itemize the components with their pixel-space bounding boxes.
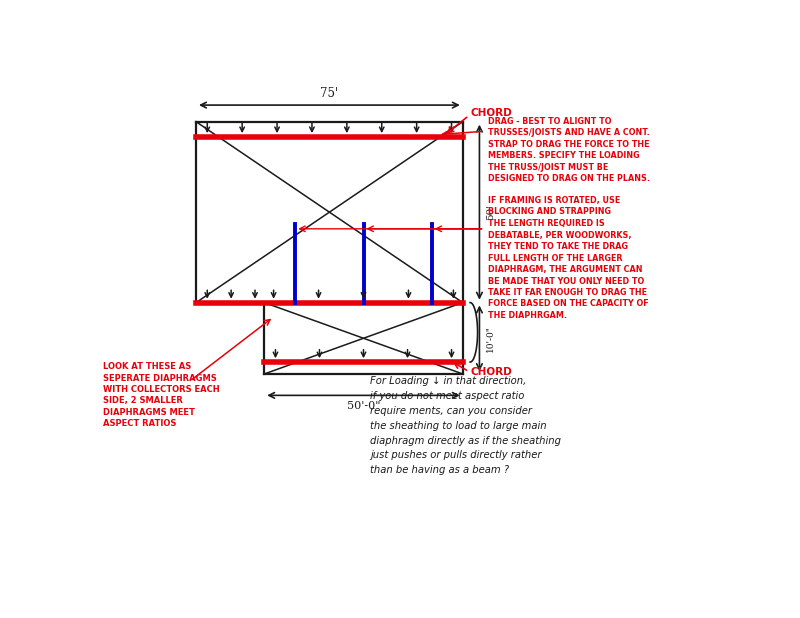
Text: THE LENGTH REQUIRED IS
DEBATABLE, PER WOODWORKS,
THEY TEND TO TAKE THE DRAG
FULL: THE LENGTH REQUIRED IS DEBATABLE, PER WO… <box>487 219 648 320</box>
Text: CHORD: CHORD <box>470 366 513 376</box>
Text: 50': 50' <box>486 204 494 220</box>
Text: For Loading ↓ in that direction,
if you do not meet aspect ratio
require ments, : For Loading ↓ in that direction, if you … <box>370 376 561 475</box>
Text: LOOK AT THESE AS
SEPERATE DIAPHRAGMS
WITH COLLECTORS EACH
SIDE, 2 SMALLER
DIAPHR: LOOK AT THESE AS SEPERATE DIAPHRAGMS WIT… <box>103 362 220 428</box>
Text: 10'-0": 10'-0" <box>486 325 494 352</box>
Text: 50'-0": 50'-0" <box>346 401 380 411</box>
Text: DRAG - BEST TO ALIGNT TO
TRUSSES/JOISTS AND HAVE A CONT.
STRAP TO DRAG THE FORCE: DRAG - BEST TO ALIGNT TO TRUSSES/JOISTS … <box>487 117 650 184</box>
Text: IF FRAMING IS ROTATED, USE
BLOCKING AND STRAPPING: IF FRAMING IS ROTATED, USE BLOCKING AND … <box>487 195 620 216</box>
Text: 75': 75' <box>320 87 338 100</box>
Text: CHORD: CHORD <box>470 108 513 118</box>
